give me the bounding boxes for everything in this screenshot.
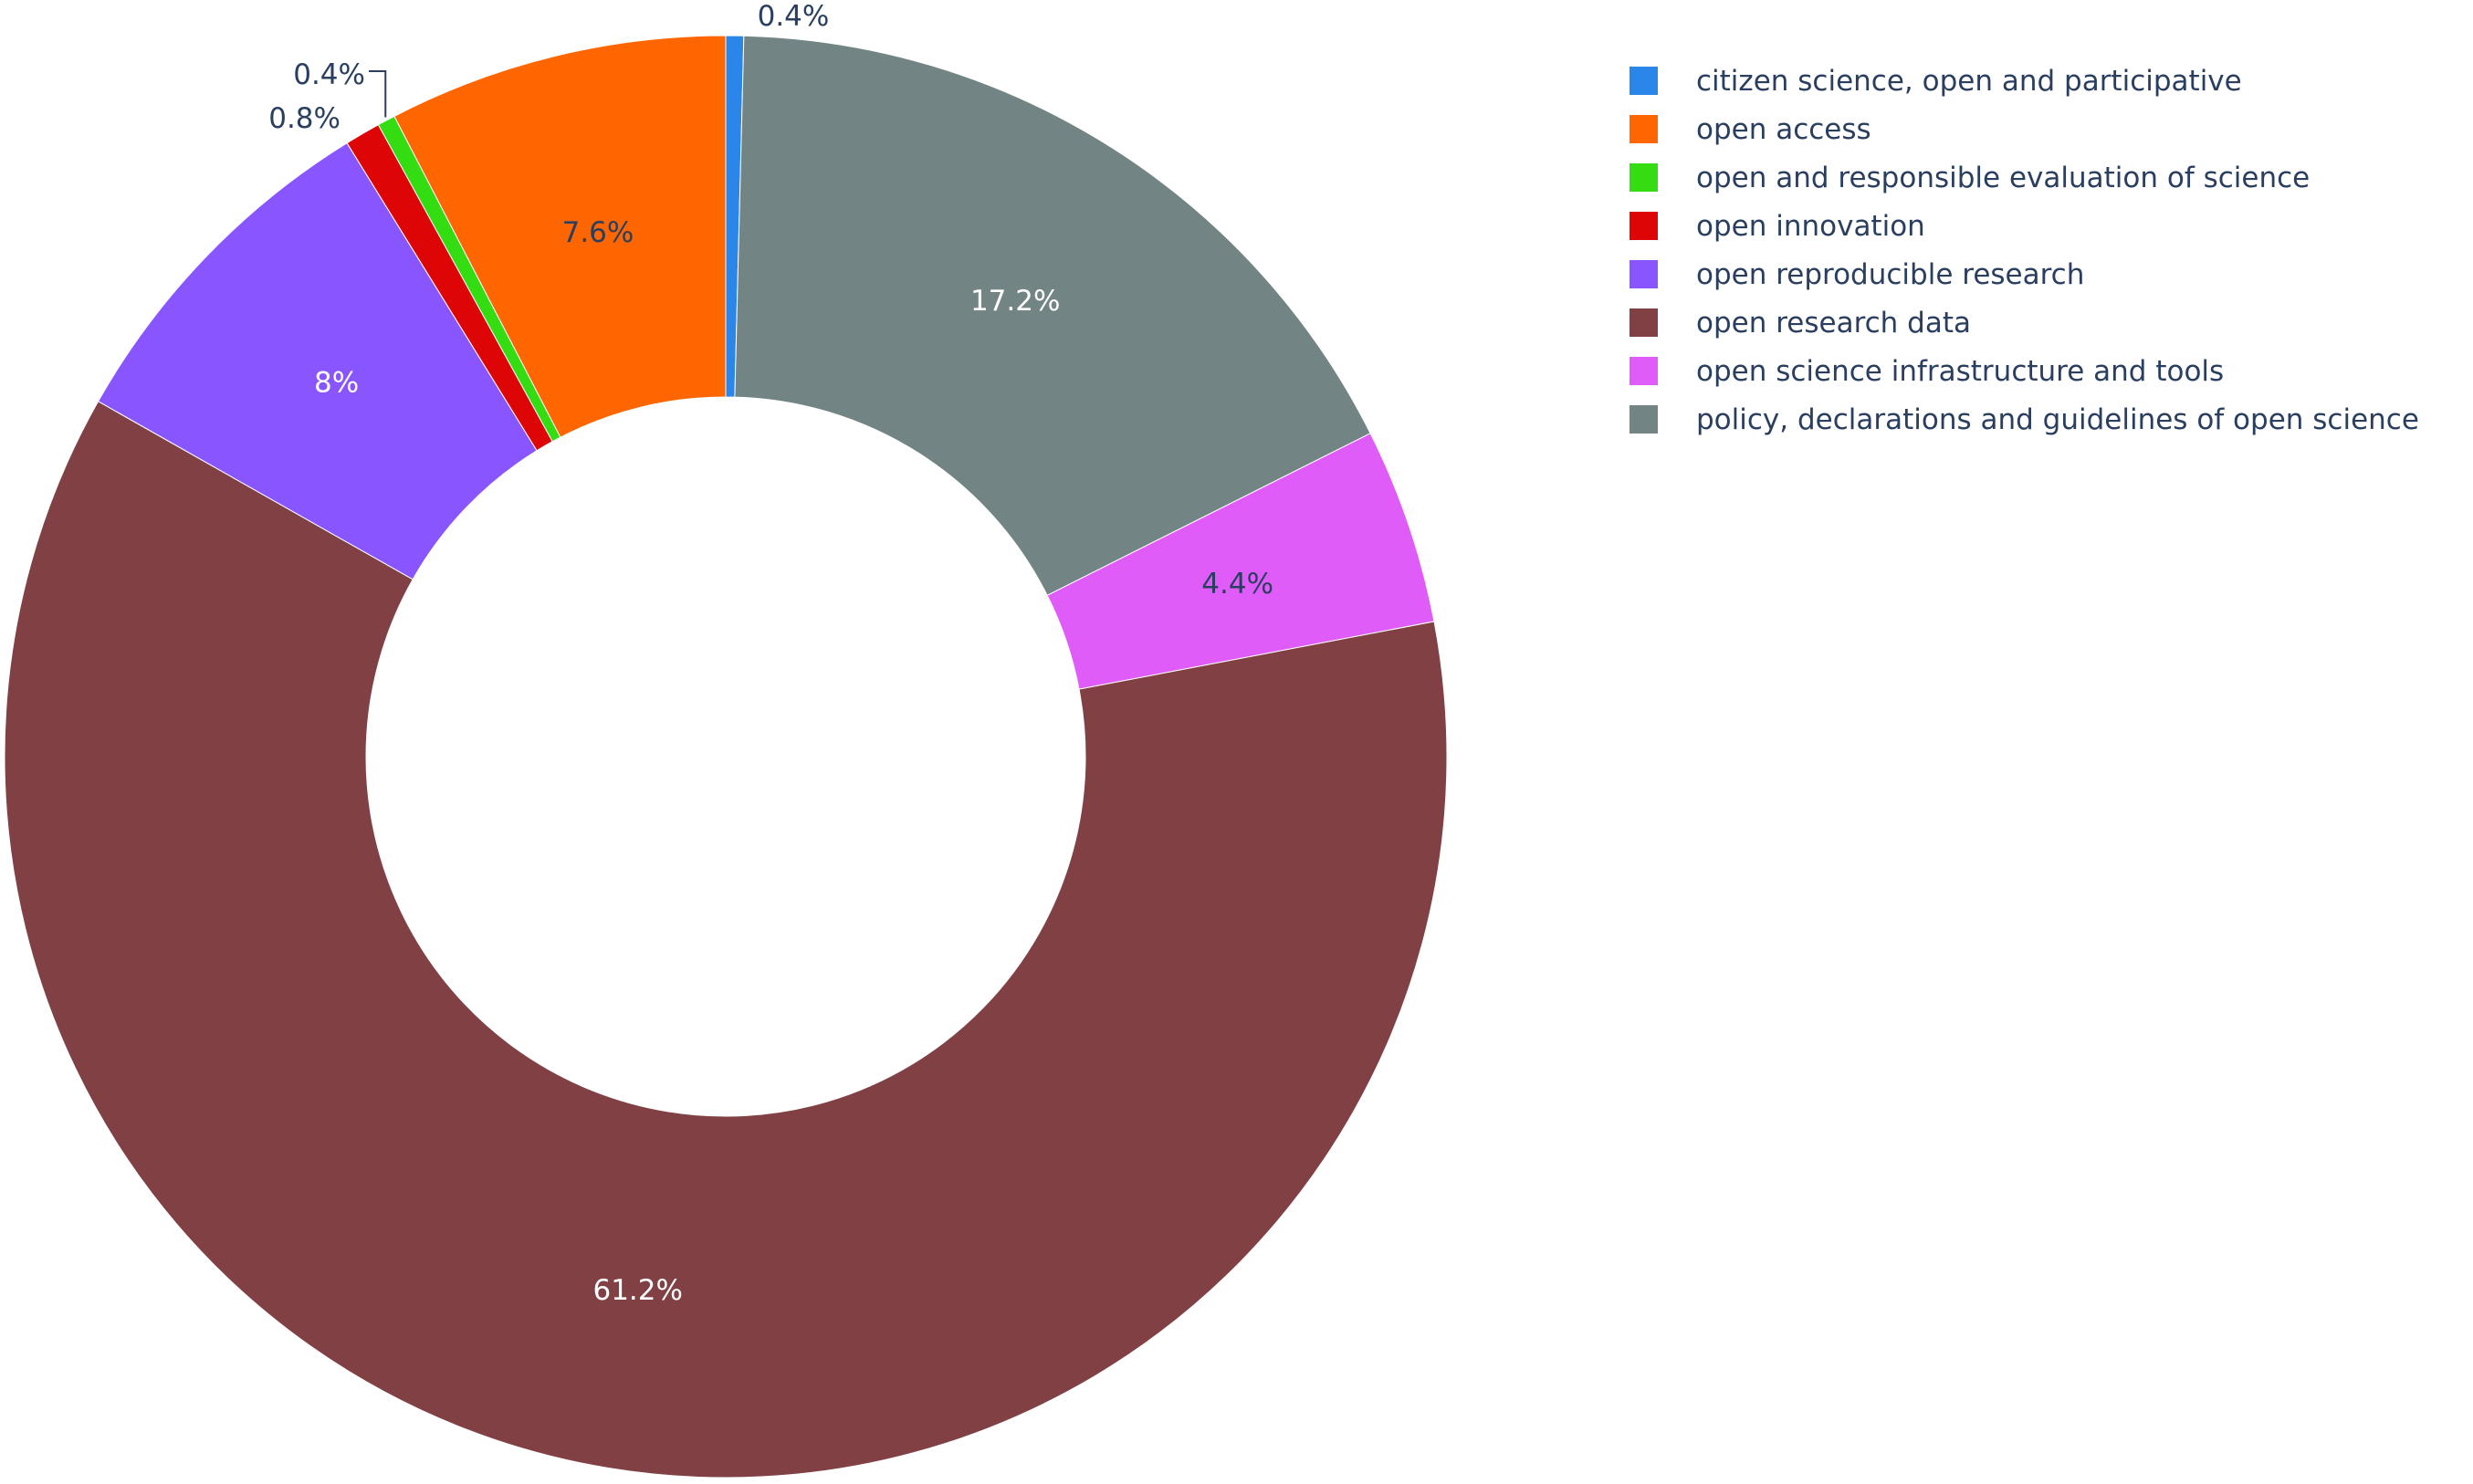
legend-item[interactable]: policy, declarations and guidelines of o… <box>1629 395 2419 444</box>
legend-swatch <box>1629 260 1658 288</box>
slice-label: 8% <box>314 366 359 399</box>
slice-label: 0.8% <box>268 102 341 135</box>
legend-item[interactable]: citizen science, open and participative <box>1629 57 2419 105</box>
legend-item[interactable]: open reproducible research <box>1629 250 2419 298</box>
slice-label: 0.4% <box>293 58 365 91</box>
legend-label: open science infrastructure and tools <box>1696 354 2225 388</box>
slice-label: 4.4% <box>1201 568 1273 601</box>
legend-label: citizen science, open and participative <box>1696 64 2242 98</box>
slice-label: 0.4% <box>758 0 830 33</box>
legend-label: open and responsible evaluation of scien… <box>1696 161 2311 194</box>
legend-swatch <box>1629 67 1658 95</box>
legend-label: policy, declarations and guidelines of o… <box>1696 402 2419 436</box>
slice-label: 7.6% <box>562 216 634 249</box>
legend-item[interactable]: open research data <box>1629 298 2419 347</box>
slice-policy-declarations-and-guidelines-of-open-science[interactable] <box>734 35 1371 597</box>
slice-open-reproducible-research[interactable] <box>97 142 538 580</box>
legend-item[interactable]: open innovation <box>1629 202 2419 250</box>
legend: citizen science, open and participative o… <box>1629 57 2419 444</box>
legend-label: open access <box>1696 112 1871 146</box>
legend-label: open research data <box>1696 306 1972 340</box>
legend-swatch <box>1629 115 1658 143</box>
legend-item[interactable]: open access <box>1629 105 2419 153</box>
slice-label: 17.2% <box>970 285 1060 318</box>
legend-label: open reproducible research <box>1696 257 2085 291</box>
slice-open-access[interactable] <box>393 35 727 438</box>
legend-swatch <box>1629 405 1658 434</box>
legend-item[interactable]: open science infrastructure and tools <box>1629 347 2419 395</box>
legend-swatch <box>1629 308 1658 337</box>
legend-swatch <box>1629 212 1658 240</box>
slice-open-research-data[interactable] <box>4 401 1448 1479</box>
leader-line <box>369 70 387 118</box>
legend-swatch <box>1629 357 1658 385</box>
legend-swatch <box>1629 163 1658 192</box>
legend-item[interactable]: open and responsible evaluation of scien… <box>1629 153 2419 202</box>
slice-label: 61.2% <box>592 1274 682 1307</box>
legend-label: open innovation <box>1696 209 1925 243</box>
donut-chart: 0.4% 17.2% 4.4% 61.2% 8% 0.8% 0.4% 7.6% <box>4 0 1448 1479</box>
